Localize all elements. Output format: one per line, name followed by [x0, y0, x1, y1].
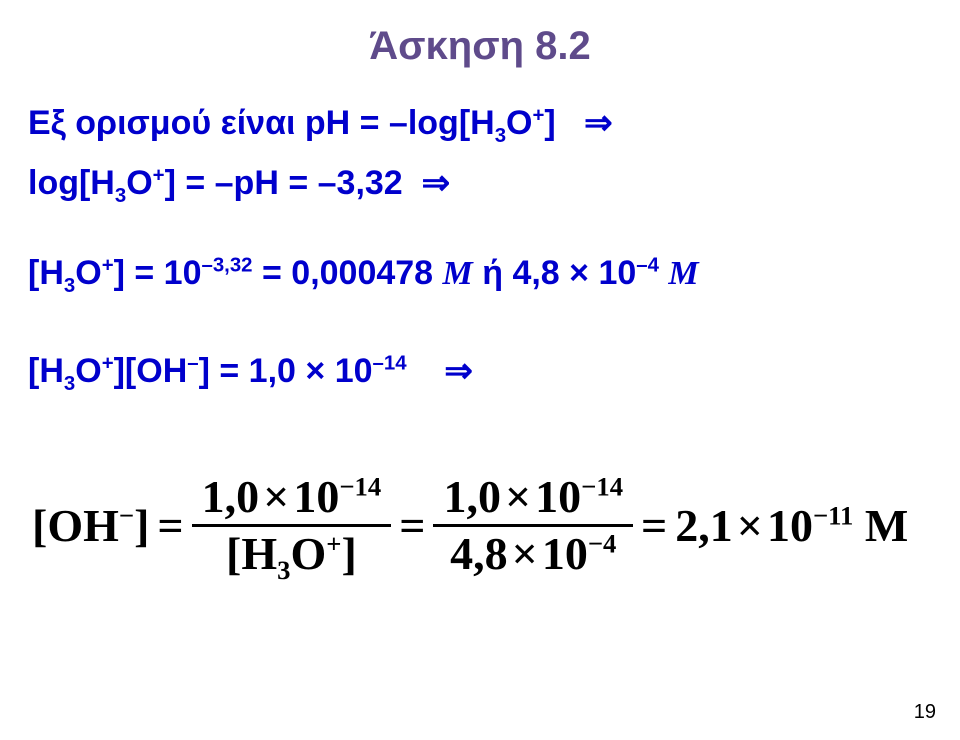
t: ]	[544, 104, 555, 142]
t: log[H	[28, 164, 115, 202]
t: +	[153, 165, 165, 187]
t: O	[75, 254, 101, 292]
t: 10	[542, 528, 588, 579]
t: ]	[341, 528, 356, 579]
t: –4	[636, 255, 659, 277]
t: ] = –pH = –3,32	[165, 164, 403, 202]
fraction-bar	[192, 524, 392, 527]
line-2: log[H3O+] = –pH = –3,32 ⇒	[28, 166, 450, 200]
t: −14	[339, 472, 381, 502]
fraction-2: 1,0×10−14 4,8×10−4	[429, 472, 637, 579]
t: [H	[28, 254, 64, 292]
lhs: [OH−]	[28, 503, 153, 549]
fraction-1: 1,0×10−14 [H3O+]	[188, 472, 396, 579]
numerator: 1,0×10−14	[433, 472, 633, 522]
t: O	[126, 164, 152, 202]
t: 10	[535, 471, 581, 522]
numerator: 1,0×10−14	[192, 472, 392, 522]
t: ][OH	[114, 352, 188, 390]
t: 2,1	[675, 500, 733, 551]
line-1: Εξ ορισμού είναι pH = –log[H3O+] ⇒	[28, 106, 613, 140]
t: 1,0	[202, 471, 260, 522]
t: 3	[277, 555, 290, 585]
t: M	[865, 500, 908, 551]
t: O	[75, 352, 101, 390]
line-4: [H3O+][OH–] = 1,0 × 10–14 ⇒	[28, 354, 473, 388]
t: +	[102, 255, 114, 277]
rhs: 2,1×10−11 M	[671, 503, 912, 549]
t: ή 4,8 × 10	[473, 254, 637, 292]
t: +	[533, 105, 545, 127]
t: +	[326, 529, 341, 559]
equals: =	[153, 503, 187, 549]
t: ×	[505, 471, 531, 522]
t: = 0,000478	[253, 254, 443, 292]
implies-icon: ⇒	[444, 352, 473, 390]
t: [H	[28, 352, 64, 390]
t: ×	[263, 471, 289, 522]
equation-row: [OH−] = 1,0×10−14 [H3O+] = 1,0×10−14 4,8…	[28, 472, 912, 579]
t: 10	[293, 471, 339, 522]
t: [H	[226, 528, 277, 579]
t: 10	[767, 500, 813, 551]
t: O	[291, 528, 327, 579]
t: O	[506, 104, 532, 142]
equals: =	[395, 503, 429, 549]
t: ×	[737, 500, 763, 551]
t: ×	[512, 528, 538, 579]
t: 3	[115, 185, 126, 207]
fraction-bar	[433, 524, 633, 527]
denominator: [H3O+]	[216, 529, 367, 579]
t: –	[187, 353, 198, 375]
denominator: 4,8×10−4	[440, 529, 626, 579]
t: –14	[373, 353, 407, 375]
t: ] = 10	[114, 254, 202, 292]
t: −	[119, 500, 134, 530]
t: 3	[64, 373, 75, 395]
exercise-title: Άσκηση 8.2	[0, 24, 960, 69]
t: ]	[134, 500, 149, 551]
t: Εξ ορισμού είναι pH = –log[H	[28, 104, 495, 142]
t: −11	[813, 500, 853, 530]
t: −4	[588, 529, 617, 559]
t: [OH	[32, 500, 119, 551]
slide: Άσκηση 8.2 Εξ ορισμού είναι pH = –log[H3…	[0, 0, 960, 740]
t: 3	[495, 125, 506, 147]
implies-icon: ⇒	[422, 164, 451, 202]
page-number: 19	[914, 701, 936, 724]
t: M	[668, 255, 698, 292]
implies-icon: ⇒	[584, 104, 613, 142]
t: 1,0	[443, 471, 501, 522]
t: M	[443, 255, 473, 292]
equals: =	[637, 503, 671, 549]
t: ] = 1,0 × 10	[199, 352, 373, 390]
t: 3	[64, 275, 75, 297]
line-3: [H3O+] = 10–3,32 = 0,000478 M ή 4,8 × 10…	[28, 256, 699, 291]
t: –3,32	[202, 255, 253, 277]
t: 4,8	[450, 528, 508, 579]
t	[659, 254, 668, 292]
t: +	[102, 353, 114, 375]
t: −14	[581, 472, 623, 502]
